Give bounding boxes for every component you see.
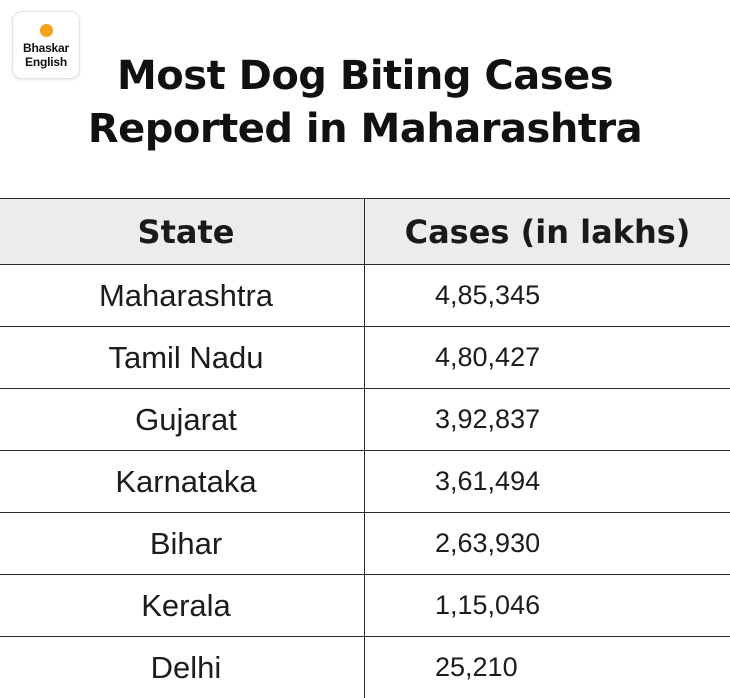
column-divider: [364, 265, 365, 326]
table-row: Kerala 1,15,046: [0, 575, 730, 637]
state-cell: Tamil Nadu: [108, 339, 264, 375]
logo-text: Bhaskar English: [13, 41, 79, 69]
logo-line-1: Bhaskar: [23, 41, 69, 55]
column-divider: [364, 513, 365, 574]
cases-cell: 25,210: [435, 652, 518, 682]
cases-cell: 3,61,494: [435, 466, 541, 496]
column-divider: [364, 327, 365, 388]
cases-table: State Cases (in lakhs) Maharashtra 4,85,3…: [0, 198, 730, 698]
logo-dot-icon: [40, 24, 53, 37]
table-row: Maharashtra 4,85,345: [0, 265, 730, 327]
title-line-1: Most Dog Biting Cases: [116, 53, 614, 99]
state-cell: Maharashtra: [98, 277, 274, 313]
cases-cell: 3,92,837: [435, 404, 541, 434]
cases-cell: 4,80,427: [435, 342, 541, 372]
cases-cell: 2,63,930: [435, 528, 541, 558]
state-cell: Gujarat: [135, 401, 237, 437]
table-row: Karnataka 3,61,494: [0, 451, 730, 513]
column-divider: [364, 451, 365, 512]
column-divider: [364, 637, 365, 698]
table-row: Delhi 25,210: [0, 637, 730, 698]
table-row: Bihar 2,63,930: [0, 513, 730, 575]
state-cell: Karnataka: [115, 463, 257, 499]
cases-cell: 1,15,046: [435, 590, 541, 620]
column-header-state: State: [137, 212, 235, 251]
cases-cell: 4,85,345: [435, 280, 541, 310]
column-divider: [364, 199, 365, 264]
page-title: Most Dog Biting Cases Reported in Mahara…: [0, 50, 730, 156]
state-cell: Bihar: [149, 525, 223, 561]
bhaskar-english-logo: Bhaskar English: [12, 11, 80, 79]
logo-line-2: English: [25, 55, 67, 69]
table-header-row: State Cases (in lakhs): [0, 198, 730, 265]
table-row: Tamil Nadu 4,80,427: [0, 327, 730, 389]
column-divider: [364, 389, 365, 450]
state-cell: Kerala: [141, 587, 231, 623]
column-divider: [364, 575, 365, 636]
title-line-2: Reported in Maharashtra: [87, 106, 643, 152]
state-cell: Delhi: [150, 649, 222, 685]
column-header-cases: Cases (in lakhs): [404, 212, 691, 251]
table-row: Gujarat 3,92,837: [0, 389, 730, 451]
